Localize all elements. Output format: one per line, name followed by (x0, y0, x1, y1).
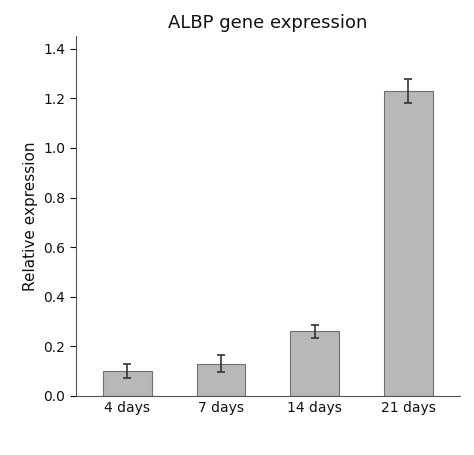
Bar (103, 371, 152, 396)
Y-axis label: Relative expression: Relative expression (23, 142, 38, 291)
Bar (197, 364, 246, 396)
Bar (384, 91, 433, 396)
Title: ALBP gene expression: ALBP gene expression (168, 14, 367, 32)
Bar (290, 331, 339, 396)
